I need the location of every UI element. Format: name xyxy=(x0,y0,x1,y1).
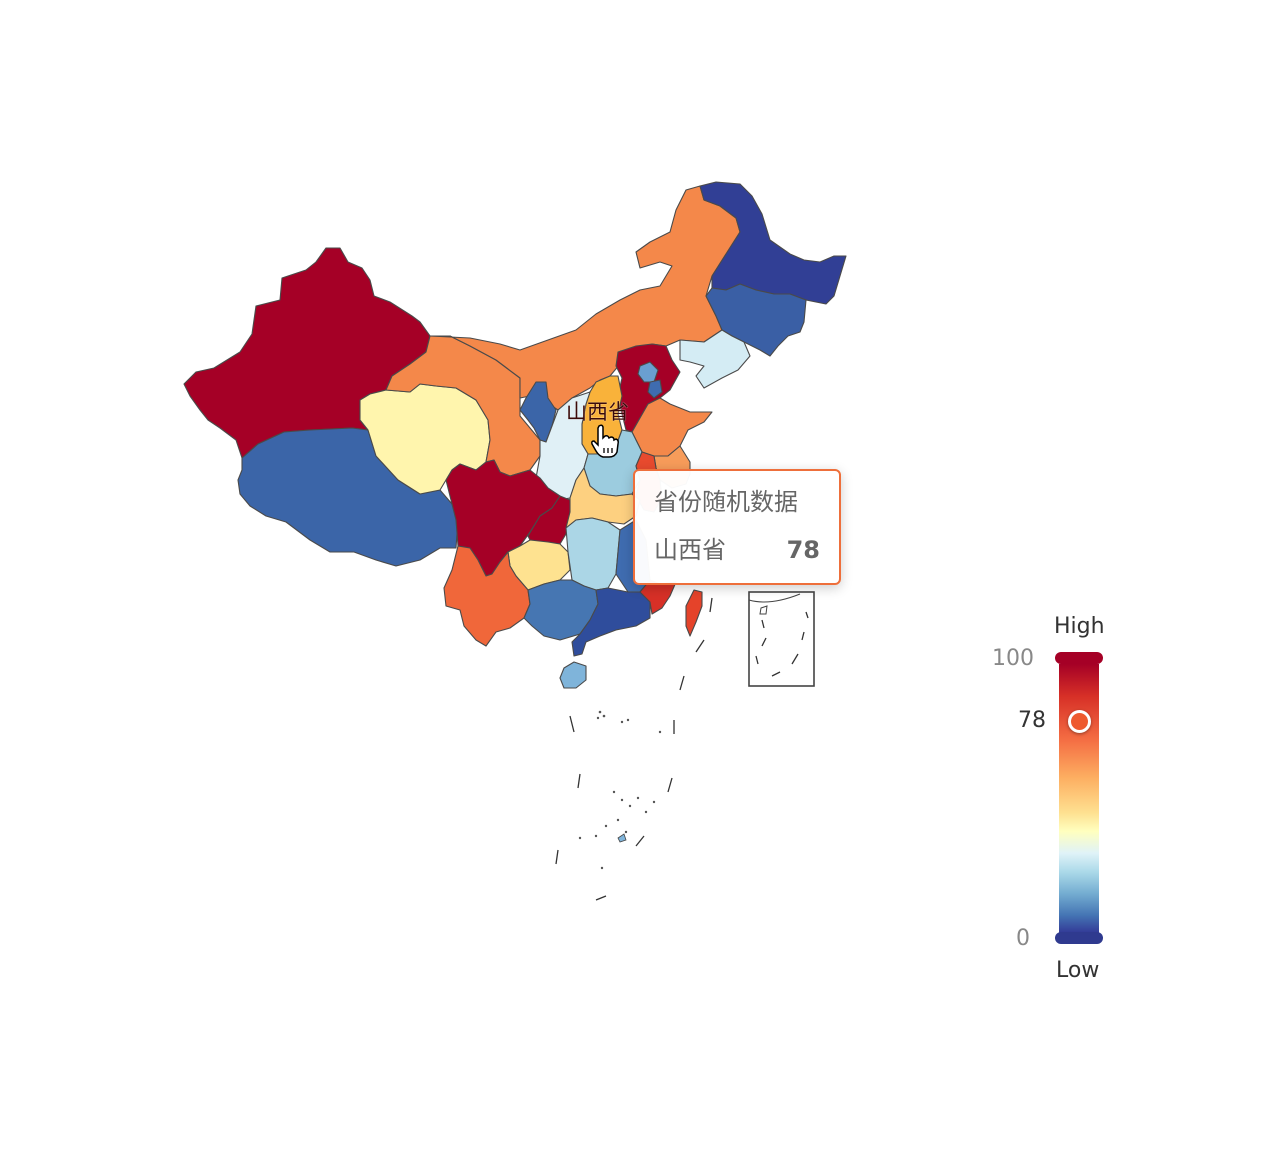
visual-map-min-value: 0 xyxy=(1016,926,1030,951)
region-liaoning[interactable] xyxy=(679,329,751,389)
tooltip-value: 78 xyxy=(786,536,820,564)
region-hainan[interactable] xyxy=(559,661,587,689)
region-guangdong[interactable] xyxy=(571,587,651,657)
south-china-sea-islands xyxy=(555,597,713,901)
region-heilongjiang[interactable] xyxy=(699,181,847,305)
tooltip-series-title: 省份随机数据 xyxy=(654,488,798,516)
hovered-region-label: 山西省 xyxy=(566,400,629,424)
region-taiwan[interactable] xyxy=(685,589,703,637)
visual-map-top-handle[interactable] xyxy=(1055,652,1103,664)
visual-map-low-label: Low xyxy=(1056,958,1100,983)
visual-map-current-value: 78 xyxy=(1018,708,1046,733)
region-tianjin[interactable] xyxy=(647,379,663,399)
visual-map-legend: High 100 78 0 Low xyxy=(980,610,1120,990)
tooltip-region-name: 山西省 xyxy=(654,536,726,564)
region-hunan[interactable] xyxy=(565,517,621,591)
visual-map-bottom-handle[interactable] xyxy=(1055,932,1103,944)
visual-map-max-value: 100 xyxy=(992,646,1034,671)
visual-map-high-label: High xyxy=(1054,614,1105,639)
tooltip-row: 山西省 78 xyxy=(654,533,820,567)
map-tooltip: 省份随机数据 山西省 78 xyxy=(633,469,841,585)
region-tibet[interactable] xyxy=(237,427,459,567)
south-sea-inset xyxy=(748,591,815,687)
hand-pointer-cursor-icon xyxy=(591,424,619,458)
visual-map-gradient-bar[interactable] xyxy=(1059,664,1099,934)
visual-map-indicator-icon xyxy=(1068,710,1091,733)
